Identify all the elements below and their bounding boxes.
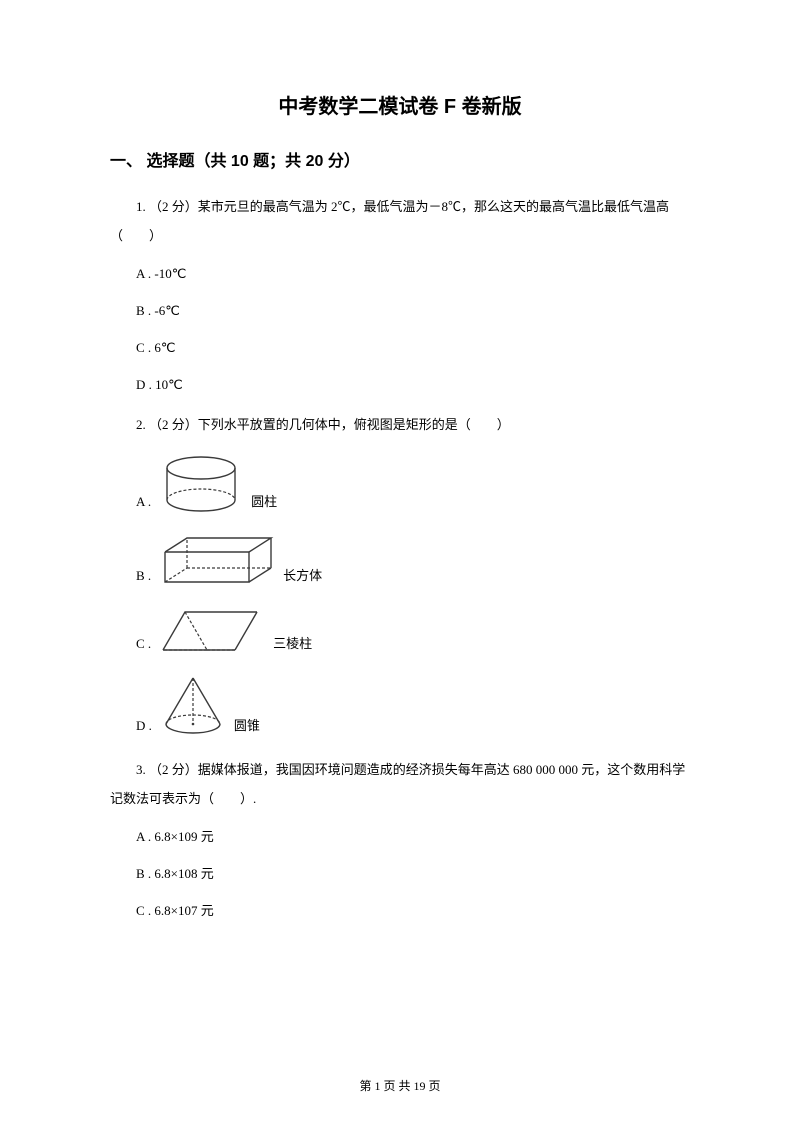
q2-option-a: A . 圆柱 (110, 454, 690, 514)
q1-option-b: B . -6℃ (110, 301, 690, 322)
q3-option-c: C . 6.8×107 元 (110, 901, 690, 922)
cone-icon (158, 674, 228, 738)
q2-a-label: 圆柱 (251, 491, 277, 514)
section-header: 一、 选择题（共 10 题；共 20 分） (110, 147, 690, 171)
q2-option-d: D . 圆锥 (110, 674, 690, 738)
q2-d-letter: D . (110, 718, 152, 738)
section-number: 一、 (110, 153, 142, 170)
q2-b-label: 长方体 (283, 565, 322, 588)
q2-b-letter: B . (110, 568, 151, 588)
question-3: 3. （2 分）据媒体报道，我国因环境问题造成的经济损失每年高达 680 000… (110, 756, 690, 813)
q2-option-c: C . 三棱柱 (110, 606, 690, 656)
triangular-prism-icon (157, 606, 267, 656)
q2-option-b: B . 长方体 (110, 532, 690, 588)
q3-option-a: A . 6.8×109 元 (110, 827, 690, 848)
page-footer: 第 1 页 共 19 页 (0, 1077, 800, 1094)
question-2: 2. （2 分）下列水平放置的几何体中，俯视图是矩形的是（ ） (110, 411, 690, 440)
cuboid-icon (157, 532, 277, 588)
q2-c-label: 三棱柱 (273, 633, 312, 656)
q3-option-b: B . 6.8×108 元 (110, 864, 690, 885)
question-1: 1. （2 分）某市元旦的最高气温为 2℃，最低气温为－8℃，那么这天的最高气温… (110, 193, 690, 250)
section-label: 选择题（共 10 题；共 20 分） (146, 153, 359, 170)
q2-a-letter: A . (110, 494, 151, 514)
q1-option-c: C . 6℃ (110, 338, 690, 359)
q2-c-letter: C . (110, 636, 151, 656)
cylinder-icon (157, 454, 245, 514)
page-title: 中考数学二模试卷 F 卷新版 (110, 90, 690, 119)
q2-d-label: 圆锥 (234, 715, 260, 738)
q1-option-d: D . 10℃ (110, 375, 690, 396)
q1-option-a: A . -10℃ (110, 264, 690, 285)
